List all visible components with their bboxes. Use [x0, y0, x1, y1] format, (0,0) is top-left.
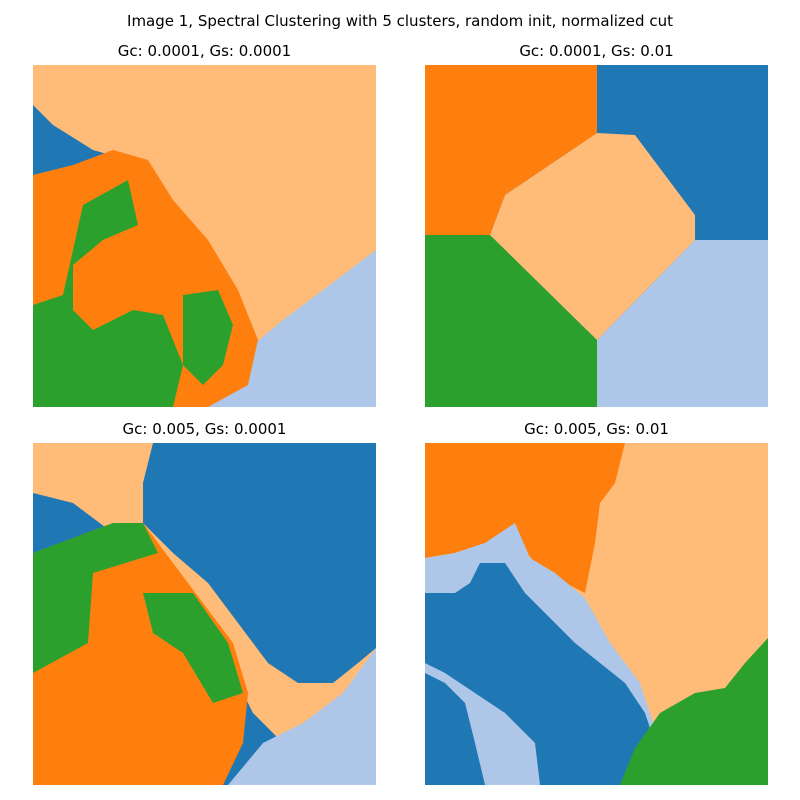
panel-4-title: Gc: 0.005, Gs: 0.01 — [524, 420, 669, 438]
cluster-light-blue-area — [228, 648, 376, 785]
panel-2-title: Gc: 0.0001, Gs: 0.01 — [519, 42, 674, 60]
panel-4: Gc: 0.005, Gs: 0.01 — [425, 420, 768, 785]
cluster-blue-area — [425, 563, 655, 785]
panel-1: Gc: 0.0001, Gs: 0.0001 — [33, 42, 376, 407]
cluster-blue-patch — [425, 673, 485, 785]
cluster-green-area — [425, 235, 597, 407]
panel-1-title: Gc: 0.0001, Gs: 0.0001 — [117, 42, 292, 60]
cluster-green-patch — [183, 290, 233, 385]
cluster-green-patch — [143, 593, 243, 703]
panel-1-heatmap — [33, 65, 376, 407]
cluster-green-area — [33, 523, 158, 673]
cluster-green-area — [620, 638, 768, 785]
cluster-orange-area — [425, 65, 597, 235]
panel-3-title: Gc: 0.005, Gs: 0.0001 — [122, 420, 287, 438]
figure-suptitle: Image 1, Spectral Clustering with 5 clus… — [127, 12, 673, 30]
panel-3-heatmap — [33, 443, 376, 785]
panel-2-heatmap — [425, 65, 768, 407]
cluster-green-area — [33, 180, 183, 407]
cluster-light-orange-area — [33, 65, 376, 345]
cluster-orange-area — [425, 443, 625, 593]
cluster-light-orange-area — [490, 133, 695, 340]
panel-2: Gc: 0.0001, Gs: 0.01 — [425, 42, 768, 407]
panel-3: Gc: 0.005, Gs: 0.0001 — [33, 420, 376, 785]
panel-4-heatmap — [425, 443, 768, 785]
cluster-light-orange-area — [33, 443, 376, 743]
cluster-light-blue-area — [597, 240, 768, 407]
